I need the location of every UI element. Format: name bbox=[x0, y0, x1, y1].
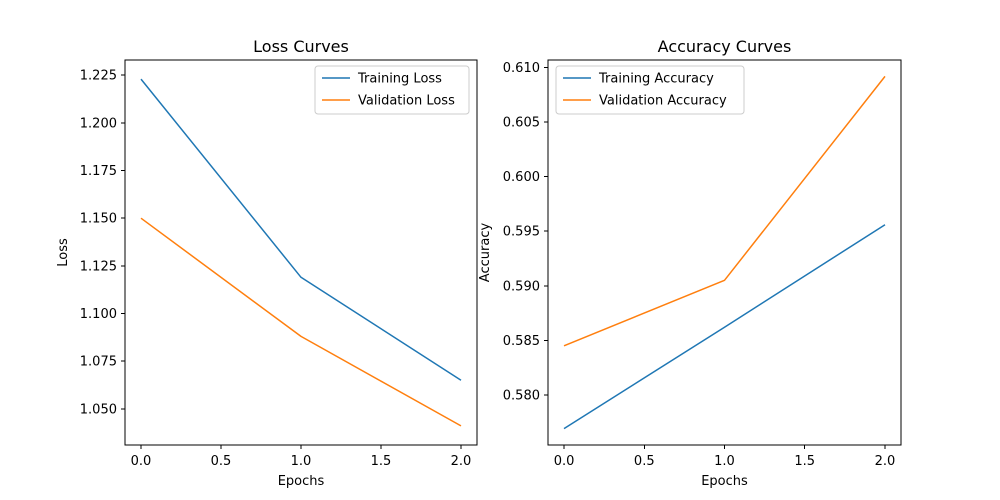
accuracy-legend-label-1: Training Accuracy bbox=[598, 72, 714, 87]
accuracy-plot-frame bbox=[547, 59, 902, 446]
loss-x-tick-label: 1.5 bbox=[371, 454, 392, 469]
loss-y-axis-label: Loss bbox=[56, 238, 71, 267]
loss-x-tick-label: 2.0 bbox=[451, 454, 472, 469]
loss-y-tick-label: 1.050 bbox=[80, 402, 117, 417]
accuracy-x-tick-label: 2.0 bbox=[875, 454, 896, 469]
accuracy-legend-label-2: Validation Accuracy bbox=[599, 94, 727, 109]
accuracy-y-tick-label: 0.610 bbox=[503, 61, 540, 76]
accuracy-y-tick-label: 0.590 bbox=[503, 279, 540, 294]
loss-x-tick-label: 1.0 bbox=[291, 454, 312, 469]
loss-series-line-1 bbox=[140, 78, 462, 381]
loss-chart-title: Loss Curves bbox=[253, 37, 349, 56]
loss-y-tick-label: 1.100 bbox=[80, 307, 117, 322]
accuracy-y-tick-label: 0.595 bbox=[503, 225, 540, 240]
loss-legend-box bbox=[314, 65, 470, 115]
loss-legend: Training Loss Validation Loss bbox=[314, 65, 470, 115]
loss-y-tick-label: 1.200 bbox=[80, 116, 117, 131]
accuracy-y-axis-label: Accuracy bbox=[478, 223, 493, 283]
accuracy-series-line-2 bbox=[563, 75, 886, 347]
accuracy-y-tick-label: 0.585 bbox=[503, 334, 540, 349]
accuracy-chart-title: Accuracy Curves bbox=[658, 37, 792, 56]
accuracy-series-line-1 bbox=[563, 224, 886, 430]
accuracy-x-axis-label: Epochs bbox=[701, 474, 748, 489]
accuracy-chart-panel: 0.0 0.5 1.0 1.5 2.0 0.580 0.585 0.590 0.595 0.600… bbox=[478, 37, 902, 489]
accuracy-y-tick-label: 0.580 bbox=[503, 388, 540, 403]
loss-y-tick-label: 1.175 bbox=[80, 164, 117, 179]
loss-x-axis-label: Epochs bbox=[278, 474, 325, 489]
loss-y-tick-label: 1.075 bbox=[80, 355, 117, 370]
accuracy-x-tick-label: 1.5 bbox=[794, 454, 815, 469]
loss-x-tick-label: 0.5 bbox=[211, 454, 232, 469]
loss-plot-frame bbox=[124, 59, 478, 446]
accuracy-y-tick-label: 0.605 bbox=[503, 116, 540, 131]
loss-legend-label-2: Validation Loss bbox=[358, 94, 455, 109]
accuracy-x-tick-label: 0.0 bbox=[554, 454, 575, 469]
loss-chart-panel: 0.0 0.5 1.0 1.5 2.0 1.050 1.075 1.100 1.125 1.150… bbox=[56, 37, 478, 489]
loss-y-tick-label: 1.125 bbox=[80, 259, 117, 274]
accuracy-y-tick-label: 0.600 bbox=[503, 170, 540, 185]
accuracy-x-tick-label: 0.5 bbox=[634, 454, 655, 469]
accuracy-legend: Training Accuracy Validation Accuracy bbox=[555, 65, 745, 115]
accuracy-x-tick-label: 1.0 bbox=[714, 454, 735, 469]
loss-series-line-2 bbox=[140, 217, 462, 427]
accuracy-legend-box bbox=[555, 65, 745, 115]
loss-legend-label-1: Training Loss bbox=[357, 72, 442, 87]
loss-x-tick-label: 0.0 bbox=[131, 454, 152, 469]
loss-y-tick-label: 1.225 bbox=[80, 69, 117, 84]
loss-y-tick-label: 1.150 bbox=[80, 212, 117, 227]
